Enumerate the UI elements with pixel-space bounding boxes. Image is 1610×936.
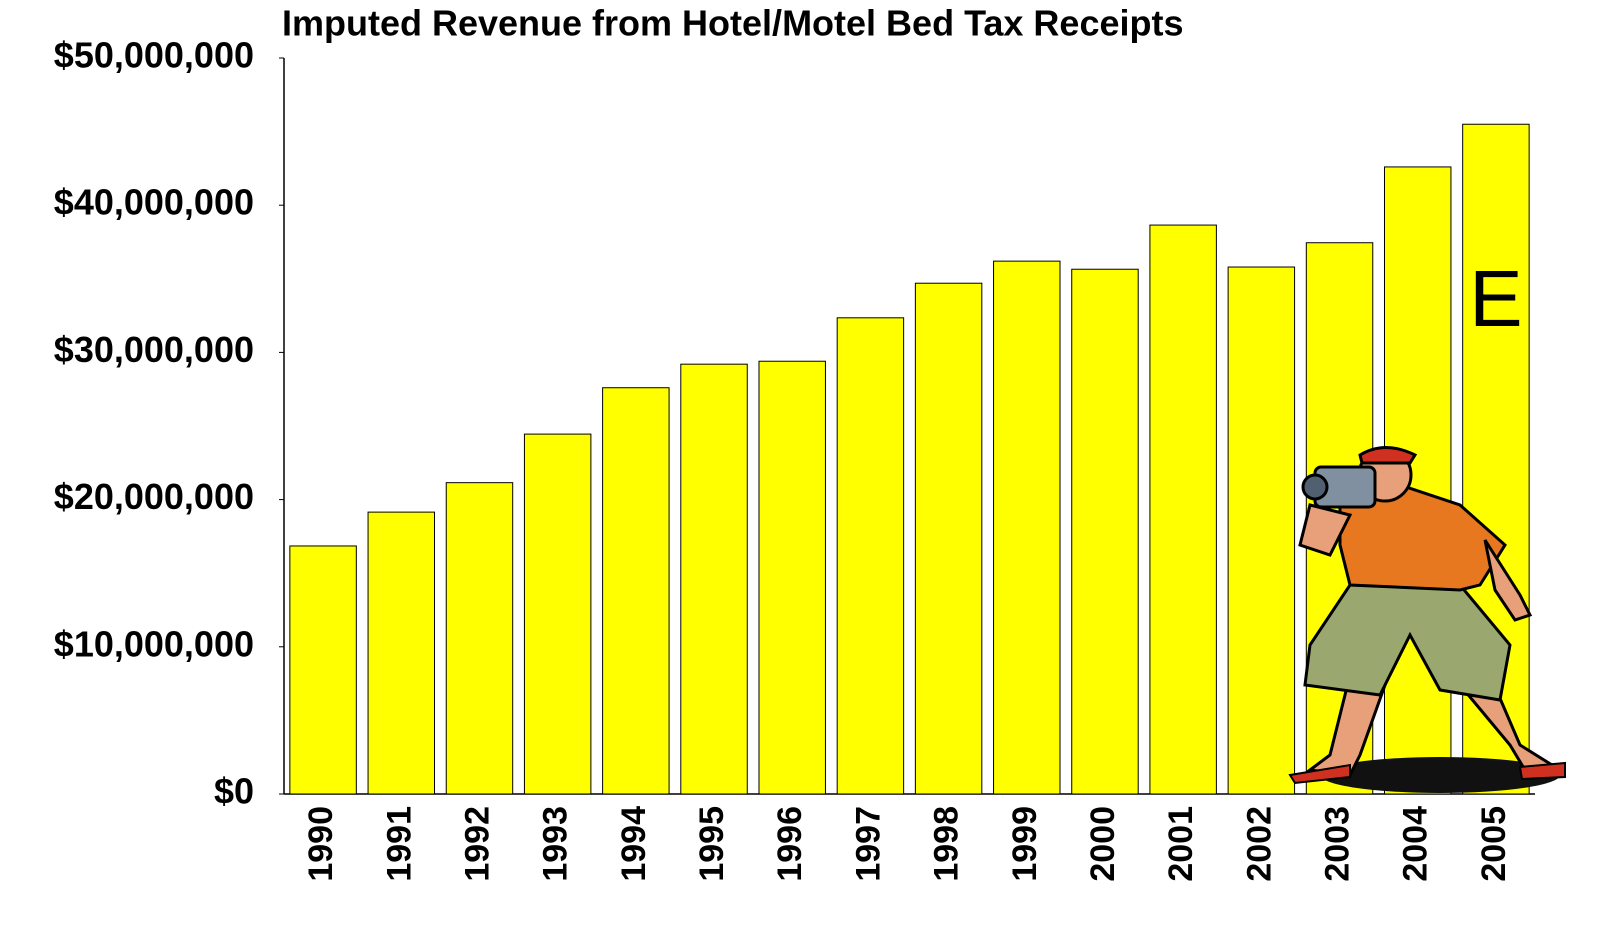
bar <box>603 388 669 794</box>
y-tick-label: $20,000,000 <box>54 476 254 517</box>
y-tick-label: $40,000,000 <box>54 182 254 223</box>
x-tick-label: 1992 <box>458 806 496 882</box>
x-tick-label: 1994 <box>615 806 653 882</box>
x-tick-label: 1996 <box>771 806 809 882</box>
x-tick-label: 2004 <box>1397 806 1435 882</box>
bar <box>368 512 434 794</box>
x-tick-label: 1990 <box>302 806 340 882</box>
x-tick-label: 1995 <box>693 806 731 882</box>
bars <box>290 124 1529 794</box>
y-tick-label: $30,000,000 <box>54 329 254 370</box>
y-tick-label: $10,000,000 <box>54 623 254 664</box>
chart: Imputed Revenue from Hotel/Motel Bed Tax… <box>0 0 1610 936</box>
bar <box>994 261 1060 794</box>
bar <box>290 546 356 794</box>
bar <box>759 361 825 794</box>
bar <box>681 364 747 794</box>
bar <box>1228 267 1294 794</box>
x-tick-label: 2000 <box>1084 806 1122 882</box>
x-tick-label: 1993 <box>537 806 575 882</box>
bar <box>1072 269 1138 794</box>
bar <box>524 434 590 794</box>
bar <box>446 483 512 794</box>
x-tick-label: 2005 <box>1475 806 1513 882</box>
x-tick-label: 1999 <box>1006 806 1044 882</box>
x-tick-label: 2003 <box>1319 806 1357 882</box>
y-tick-label: $50,000,000 <box>54 35 254 76</box>
x-tick-label: 2002 <box>1240 806 1278 882</box>
bar <box>915 283 981 794</box>
bar <box>837 318 903 794</box>
x-tick-label: 2001 <box>1162 806 1200 882</box>
chart-title: Imputed Revenue from Hotel/Motel Bed Tax… <box>282 3 1184 44</box>
bar <box>1150 225 1216 794</box>
x-tick-label: 1998 <box>928 806 966 882</box>
annotation: E <box>1469 254 1522 343</box>
x-tick-label: 1991 <box>380 806 418 882</box>
x-tick-label: 1997 <box>849 806 887 882</box>
y-tick-label: $0 <box>214 771 254 812</box>
